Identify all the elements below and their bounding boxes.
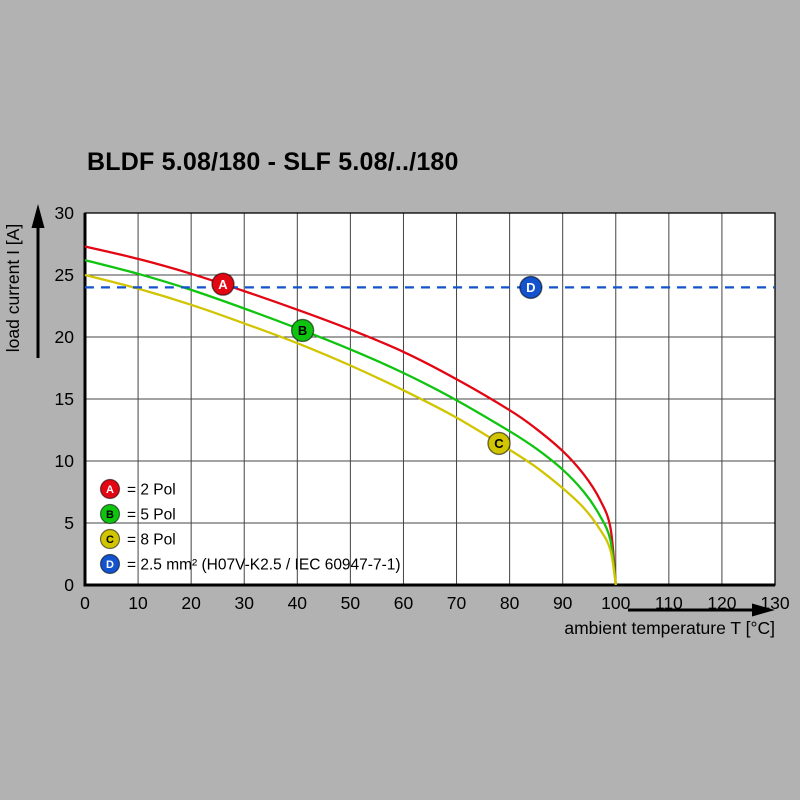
- series-marker-B: [290, 318, 315, 343]
- x-axis-label: ambient temperature T [°C]: [564, 618, 775, 638]
- chart-title: BLDF 5.08/180 - SLF 5.08/../180: [87, 148, 459, 176]
- x-tick-label: 120: [707, 593, 736, 613]
- legend-letter-A: A: [106, 484, 114, 496]
- x-tick-label: 20: [181, 593, 201, 613]
- y-tick-label: 10: [55, 451, 75, 471]
- x-axis-arrowhead: [752, 603, 775, 617]
- legend-label-D: = 2.5 mm² (H07V-K2.5 / IEC 60947-7-1): [127, 557, 401, 574]
- legend-letter-C: C: [106, 534, 114, 546]
- y-tick-label: 30: [55, 203, 75, 223]
- series-marker-D: [519, 275, 543, 300]
- y-axis-label: load current I [A]: [3, 224, 23, 352]
- series-marker-C: [487, 431, 511, 456]
- series-curve-B: [84, 258, 617, 586]
- y-tick-label: 0: [64, 575, 74, 595]
- y-axis-arrowhead: [31, 204, 45, 228]
- x-tick-label: 110: [655, 593, 683, 613]
- legend-swatch-C: [99, 528, 121, 550]
- legend-label-A: = 2 Pol: [127, 482, 176, 499]
- series-marker-letter-B: B: [298, 323, 307, 338]
- y-tick-label: 25: [55, 265, 74, 285]
- x-tick-label: 100: [601, 593, 630, 613]
- legend-letter-B: B: [106, 509, 114, 521]
- x-tick-label: 30: [234, 593, 254, 613]
- series-marker-A: [211, 272, 235, 296]
- y-tick-label: 5: [64, 513, 74, 533]
- legend-swatch-A: [99, 478, 121, 500]
- series-curve-A: [84, 245, 617, 586]
- x-tick-label: 40: [288, 593, 308, 613]
- series-marker-letter-A: A: [218, 277, 228, 292]
- legend-label-C: = 8 Pol: [127, 532, 176, 549]
- legend-letter-D: D: [106, 559, 114, 571]
- series-marker-letter-C: C: [494, 436, 504, 451]
- x-tick-label: 60: [394, 593, 414, 613]
- legend-swatch-D: [99, 553, 121, 575]
- x-tick-label: 10: [128, 593, 148, 613]
- y-tick-label: 20: [55, 327, 75, 347]
- legend-label-B: = 5 Pol: [127, 507, 176, 524]
- y-tick-label: 15: [55, 389, 74, 409]
- x-tick-label: 80: [500, 593, 520, 613]
- legend-swatch-B: [99, 503, 121, 525]
- series-marker-letter-D: D: [526, 280, 535, 295]
- x-tick-label: 50: [341, 593, 361, 613]
- x-tick-label: 90: [553, 593, 573, 613]
- series-curve-C: [84, 273, 617, 586]
- x-tick-label: 70: [447, 593, 467, 613]
- x-tick-label: 0: [80, 593, 90, 613]
